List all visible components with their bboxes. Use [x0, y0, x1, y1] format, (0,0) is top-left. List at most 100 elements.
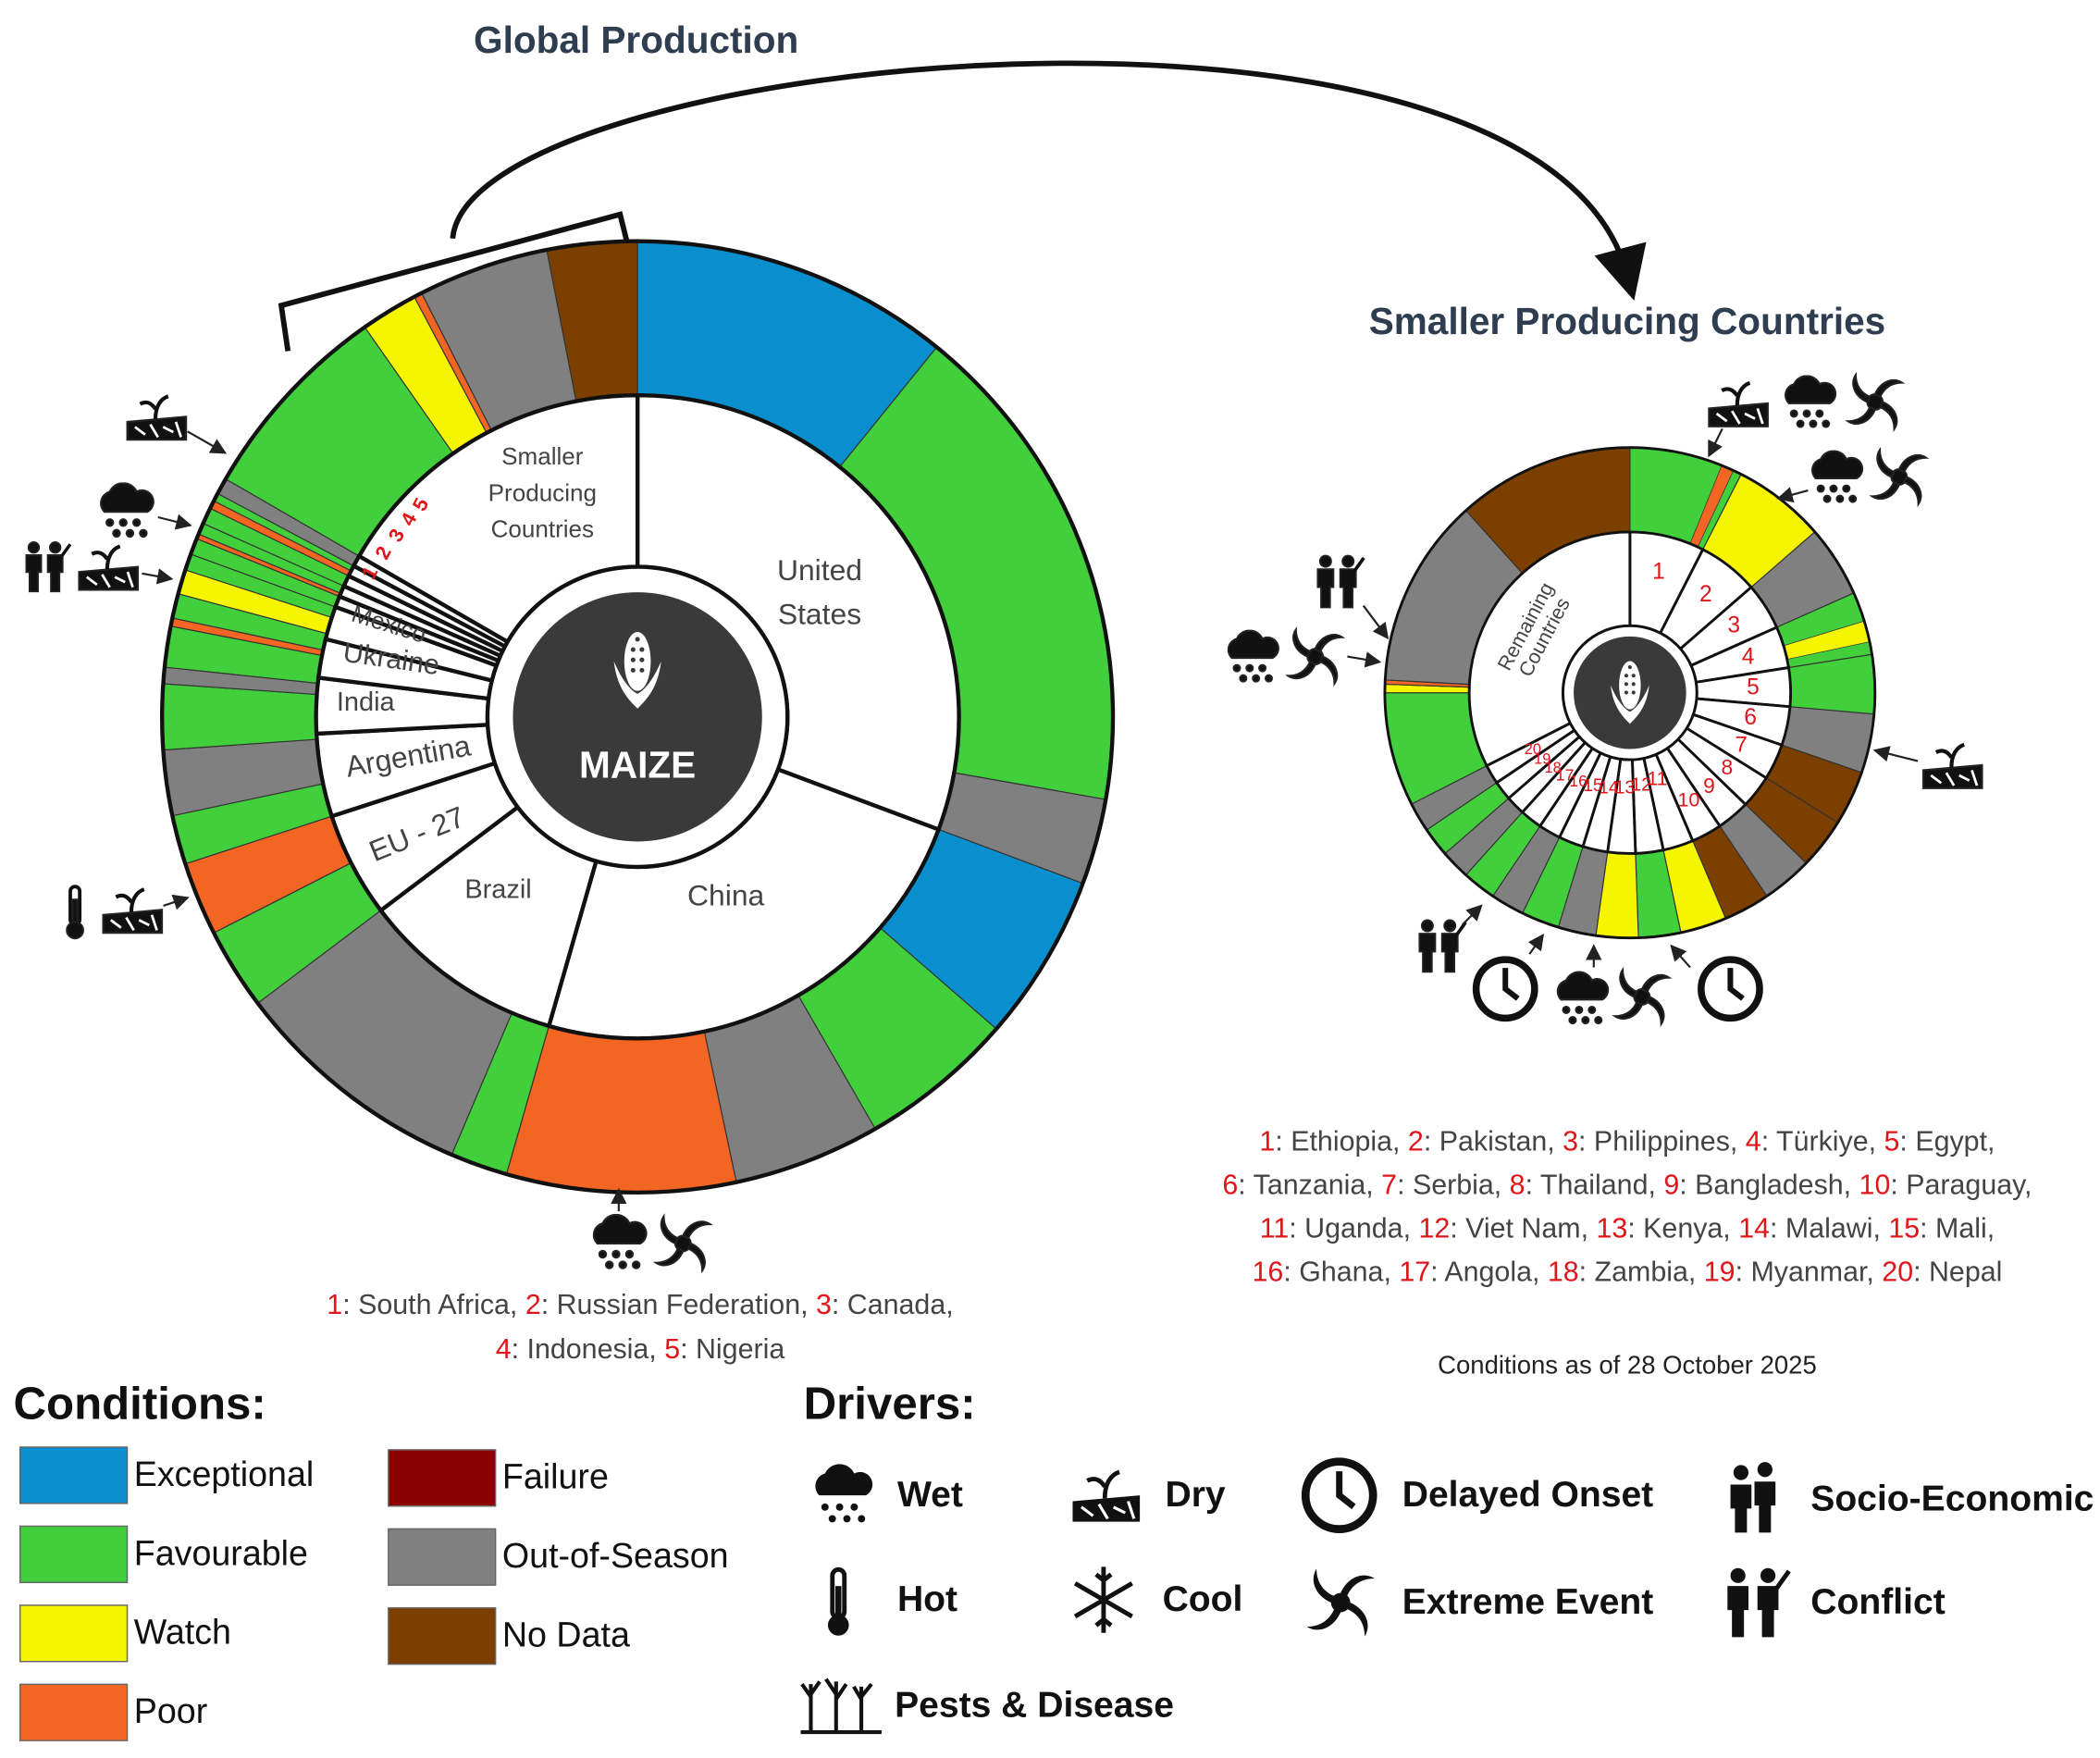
key-number: 14	[1738, 1212, 1770, 1244]
legend-label: Exceptional	[134, 1455, 314, 1493]
outer-ring	[1383, 446, 1877, 940]
link-arrow	[450, 60, 1647, 301]
key-name: : Kenya,	[1627, 1212, 1738, 1244]
icon-wet	[1556, 971, 1610, 1025]
icon-socio	[1730, 1462, 1776, 1533]
country-label: Producing	[488, 478, 597, 506]
key-name: : Angola,	[1430, 1257, 1548, 1288]
key-number: 2	[1408, 1125, 1424, 1157]
key-name: : Paraguay,	[1890, 1169, 2032, 1200]
country-number: 9	[1703, 774, 1715, 798]
icon-cool	[1075, 1566, 1132, 1632]
key-number: 1	[327, 1289, 342, 1320]
country-label: India	[337, 687, 396, 717]
country-number: 6	[1744, 705, 1757, 730]
key-name: : Uganda,	[1289, 1212, 1418, 1244]
icon-wet	[1785, 375, 1837, 428]
key-name: : Canada,	[832, 1289, 954, 1320]
arrow	[1462, 904, 1483, 926]
legend-swatch	[19, 1446, 129, 1504]
arrow	[1347, 651, 1382, 668]
icon-delayed	[1476, 959, 1535, 1018]
key-number: 13	[1596, 1212, 1627, 1244]
key-name: : Serbia,	[1397, 1169, 1510, 1200]
key-number: 12	[1418, 1212, 1450, 1244]
key-number: 15	[1888, 1212, 1920, 1244]
icon-dry	[128, 396, 187, 440]
driver-label: Pests & Disease	[895, 1685, 1174, 1725]
legend-label: Favourable	[134, 1533, 308, 1572]
key-name: : Myanmar,	[1736, 1257, 1883, 1288]
icon-conflict	[1727, 1568, 1788, 1638]
key-number: 7	[1381, 1169, 1397, 1200]
arrow	[1708, 427, 1723, 458]
country-number: 3	[1727, 613, 1740, 638]
title-global: Global Production	[474, 19, 798, 61]
icon-delayed	[1305, 1462, 1373, 1529]
key-number: 5	[664, 1333, 680, 1365]
key-number: 6	[1222, 1169, 1238, 1200]
key-name: : Tanzania,	[1238, 1169, 1381, 1200]
crop-name: MAIZE	[579, 744, 696, 786]
key-name: : Russian Federation,	[541, 1289, 816, 1320]
key-name: : Philippines,	[1578, 1125, 1746, 1157]
country-number: 1	[1652, 560, 1665, 585]
driver-icons	[24, 374, 1982, 1272]
arrow	[163, 894, 190, 910]
country-number: 15	[1583, 776, 1602, 796]
driver-label: Hot	[897, 1579, 957, 1619]
country-number: 7	[1735, 732, 1747, 757]
icon-wet	[100, 482, 154, 539]
country-label: United	[777, 553, 862, 587]
arrow	[187, 430, 228, 454]
hub	[513, 592, 762, 842]
title-smaller: Smaller Producing Countries	[1369, 300, 1885, 342]
key-name: : South Africa,	[342, 1289, 525, 1320]
driver-label: Conflict	[1810, 1582, 1945, 1622]
legend-label: Poor	[134, 1691, 207, 1730]
icon-wet	[592, 1214, 648, 1269]
legend-label: Failure	[502, 1457, 609, 1496]
icon-extreme	[1306, 1568, 1375, 1637]
legend-label: No Data	[502, 1616, 630, 1654]
arrow	[142, 568, 174, 585]
arrow	[1670, 944, 1691, 969]
key-number: 2	[525, 1289, 541, 1320]
arrow	[1527, 934, 1545, 955]
arrow	[157, 514, 192, 530]
key-number: 20	[1882, 1257, 1913, 1288]
country-key: 4: Indonesia, 5: Nigeria	[496, 1333, 785, 1365]
key-name: : Indonesia,	[512, 1333, 665, 1365]
key-name: : Türkiye,	[1761, 1125, 1884, 1157]
icon-wet	[1227, 629, 1279, 683]
country-number: 11	[1647, 766, 1667, 789]
country-number: 20	[1525, 741, 1541, 758]
key-name: : Zambia,	[1579, 1257, 1704, 1288]
country-label: Brazil	[464, 875, 531, 905]
country-key: 11: Uganda, 12: Viet Nam, 13: Kenya, 14:…	[1260, 1212, 1995, 1244]
icon-extreme	[1613, 969, 1671, 1025]
legend-swatch	[388, 1607, 497, 1665]
key-number: 4	[1746, 1125, 1761, 1157]
country-label: China	[687, 879, 764, 912]
key-number: 10	[1859, 1169, 1891, 1200]
key-number: 3	[816, 1289, 832, 1320]
legend-swatch	[19, 1525, 129, 1584]
driver-label: Dry	[1166, 1475, 1226, 1515]
country-label: Smaller	[501, 442, 584, 470]
country-number: 4	[1742, 644, 1755, 669]
bracket	[278, 211, 636, 352]
key-number: 5	[1884, 1125, 1900, 1157]
key-number: 17	[1399, 1257, 1430, 1288]
country-number: 2	[1699, 582, 1712, 607]
country-number: 10	[1677, 787, 1699, 811]
country-key: 1: South Africa, 2: Russian Federation, …	[327, 1289, 953, 1320]
conditions-heading: Conditions:	[13, 1379, 266, 1430]
key-number: 8	[1510, 1169, 1526, 1200]
outer-ring	[160, 239, 1116, 1195]
icon-hot	[67, 886, 83, 938]
country-number: 19	[1534, 751, 1550, 768]
